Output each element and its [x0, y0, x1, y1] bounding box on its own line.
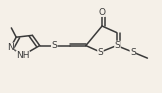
Text: S: S — [115, 41, 120, 50]
Text: S: S — [130, 48, 136, 57]
Text: N: N — [7, 43, 14, 52]
Text: NH: NH — [16, 51, 29, 60]
Text: S: S — [51, 41, 57, 50]
Text: S: S — [98, 48, 103, 57]
Text: O: O — [98, 8, 106, 17]
